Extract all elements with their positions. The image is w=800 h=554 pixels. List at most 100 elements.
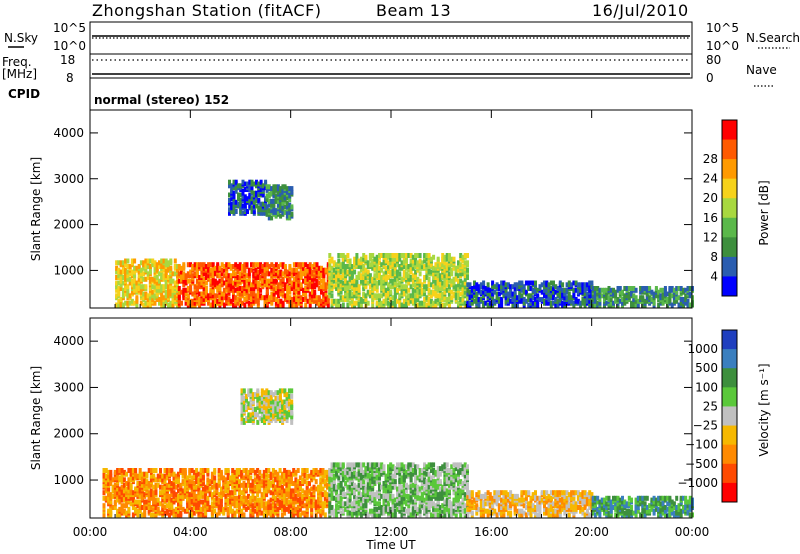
- heatmap-cell: [149, 512, 153, 518]
- heatmap-cell: [479, 297, 483, 302]
- heatmap-cell: [272, 202, 276, 208]
- heatmap-cell: [298, 512, 302, 518]
- heatmap-cell: [281, 276, 285, 282]
- heatmap-cell: [292, 492, 296, 498]
- heatmap-cell: [213, 508, 217, 514]
- heatmap-cell: [522, 297, 526, 302]
- heatmap-cell: [285, 418, 289, 423]
- heatmap-cell: [249, 392, 253, 398]
- heatmap-cell: [277, 298, 281, 304]
- heatmap-cell: [497, 291, 501, 297]
- heatmap-cell: [283, 286, 287, 291]
- heatmap-cell: [504, 298, 508, 304]
- heatmap-cell: [107, 508, 111, 514]
- heatmap-cell: [269, 508, 273, 514]
- heatmap-cell: [337, 302, 341, 308]
- heatmap-cell: [344, 481, 348, 486]
- heatmap-cell: [295, 267, 299, 273]
- heatmap-cell: [313, 298, 317, 304]
- heatmap-cell: [254, 297, 258, 302]
- heatmap-cell: [265, 401, 269, 407]
- heatmap-cell: [292, 302, 296, 308]
- heatmap-cell: [384, 253, 388, 258]
- heatmap-cell: [292, 495, 296, 501]
- heatmap-cell: [341, 267, 345, 273]
- heatmap-cell: [337, 253, 341, 258]
- heatmap-cell: [159, 477, 162, 483]
- heatmap-cell: [182, 275, 186, 280]
- heatmap-cell: [288, 302, 292, 308]
- heatmap-cell: [283, 477, 287, 483]
- heatmap-cell: [432, 289, 436, 295]
- heatmap-cell: [199, 493, 203, 499]
- heatmap-cell: [144, 291, 148, 297]
- heatmap-cell: [164, 267, 168, 273]
- heatmap-cell: [124, 267, 128, 273]
- heatmap-cell: [232, 293, 235, 299]
- heatmap-cell: [202, 271, 206, 277]
- heatmap-cell: [371, 508, 375, 514]
- heatmap-cell: [396, 276, 399, 282]
- heatmap-cell: [271, 512, 275, 518]
- heatmap-cell: [339, 510, 343, 516]
- heatmap-cell: [339, 253, 343, 258]
- heatmap-cell: [364, 471, 368, 477]
- heatmap-cell: [302, 269, 305, 275]
- heatmap-cell: [198, 297, 202, 302]
- heatmap-cell: [161, 497, 165, 503]
- heatmap-cell: [220, 300, 224, 306]
- heatmap-cell: [254, 392, 257, 398]
- heatmap-cell: [176, 264, 179, 269]
- heatmap-cell: [127, 468, 131, 473]
- heatmap-cell: [247, 388, 251, 394]
- heatmap-cell: [107, 469, 111, 475]
- heatmap-cell: [139, 289, 143, 295]
- heatmap-cell: [432, 284, 436, 290]
- heatmap-cell: [552, 293, 555, 299]
- heatmap-cell: [332, 462, 336, 468]
- heatmap-cell: [330, 462, 334, 468]
- heatmap-cell: [443, 276, 447, 282]
- heatmap-cell: [200, 262, 204, 268]
- heatmap-cell: [253, 469, 257, 475]
- heatmap-cell: [177, 508, 180, 514]
- heatmap-cell: [285, 195, 289, 201]
- heatmap-cell: [168, 493, 171, 499]
- heatmap-cell: [666, 300, 670, 306]
- heatmap-cell: [229, 506, 232, 512]
- heatmap-cell: [156, 506, 160, 512]
- heatmap-cell: [672, 295, 676, 301]
- heatmap-cell: [350, 284, 354, 290]
- heatmap-cell: [200, 280, 204, 286]
- heatmap-cell: [398, 280, 402, 286]
- heatmap-cell: [434, 265, 438, 271]
- heatmap-cell: [308, 503, 311, 509]
- heatmap-cell: [210, 492, 214, 498]
- heatmap-cell: [286, 284, 290, 290]
- heatmap-cell: [330, 293, 334, 299]
- heatmap-cell: [627, 291, 631, 297]
- heatmap-cell: [636, 302, 640, 308]
- heatmap-cell: [133, 273, 137, 279]
- heatmap-cell: [165, 468, 169, 473]
- heatmap-cell: [407, 264, 411, 269]
- heatmap-cell: [632, 293, 636, 299]
- heatmap-cell: [576, 282, 580, 288]
- heatmap-cell: [328, 479, 332, 485]
- heatmap-cell: [120, 477, 124, 483]
- heatmap-cell: [262, 512, 266, 518]
- heatmap-cell: [454, 291, 458, 297]
- heatmap-cell: [585, 295, 589, 301]
- heatmap-cell: [139, 300, 143, 306]
- heatmap-cell: [432, 254, 436, 260]
- heatmap-cell: [228, 207, 231, 213]
- heatmap-cell: [459, 253, 463, 258]
- heatmap-cell: [199, 512, 203, 518]
- heatmap-cell: [109, 495, 113, 501]
- heatmap-cell: [127, 506, 131, 512]
- heatmap-cell: [276, 401, 280, 407]
- heatmap-cell: [283, 416, 287, 422]
- heatmap-cell: [438, 265, 442, 271]
- heatmap-cell: [271, 468, 275, 473]
- heatmap-cell: [267, 390, 271, 396]
